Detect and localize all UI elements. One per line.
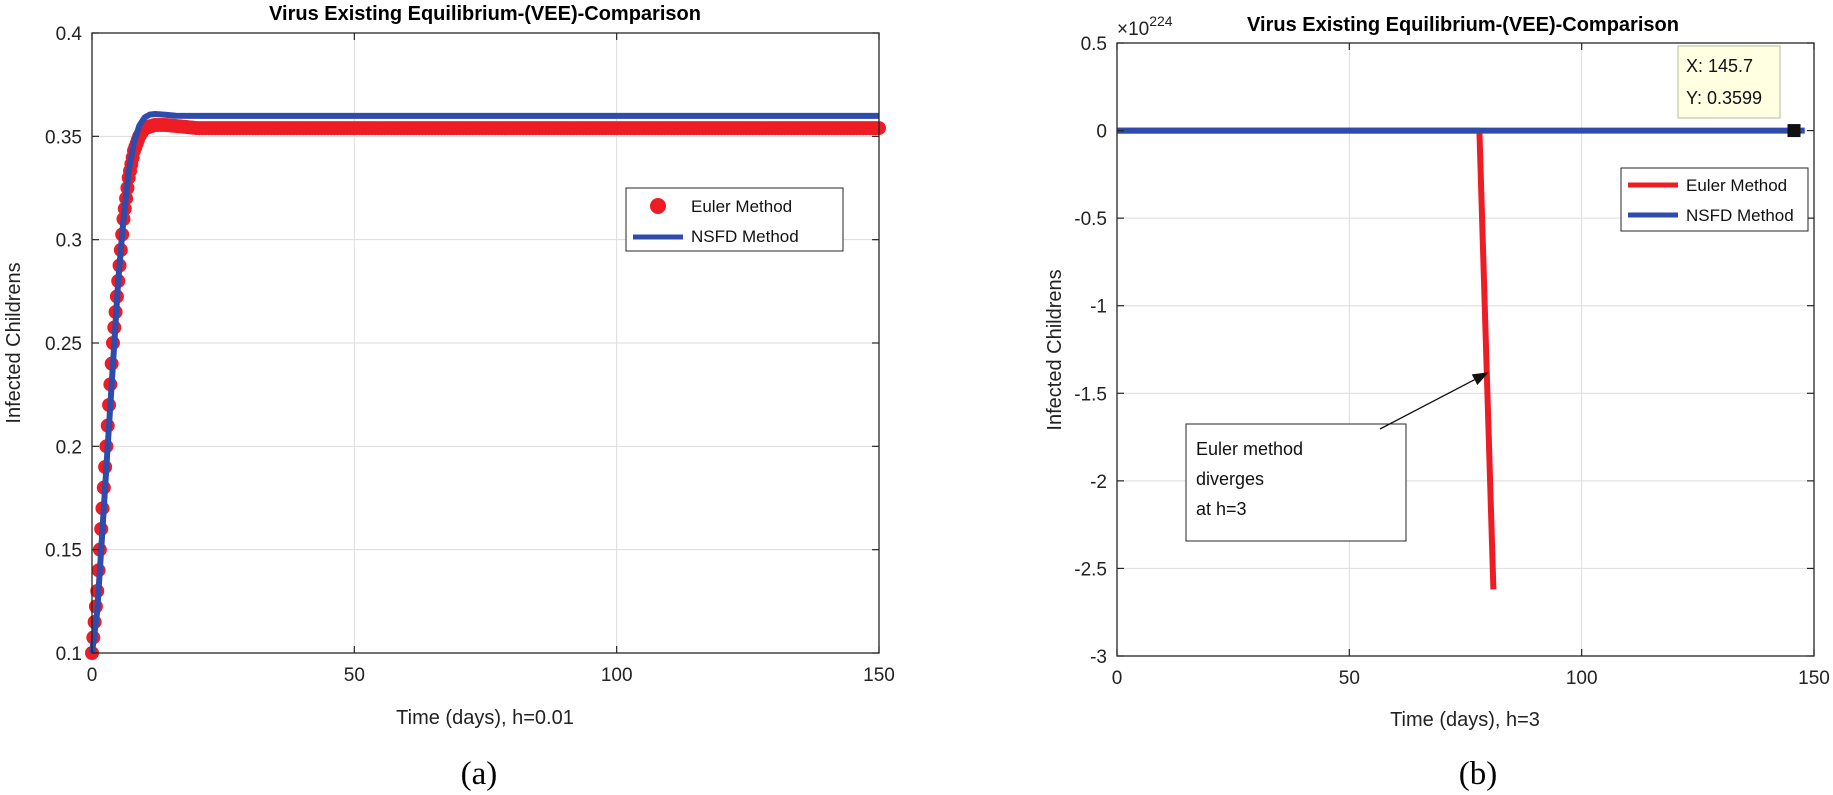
legend-euler-label-b: Euler Method <box>1686 176 1787 195</box>
nsfd-line <box>89 111 879 654</box>
y-tick-label-b: 0.5 <box>1081 34 1107 55</box>
caption-a: (a) <box>461 756 498 792</box>
chart-title-b: Virus Existing Equilibrium-(VEE)-Compari… <box>1247 14 1679 36</box>
x-tick-label-a: 150 <box>863 665 895 686</box>
annotation-line-3: at h=3 <box>1196 499 1247 519</box>
x-tick-label-a: 0 <box>87 665 98 686</box>
x-tick-label-a: 100 <box>601 665 633 686</box>
x-axis-label-a: Time (days), h=0.01 <box>396 707 574 729</box>
annotation-b: Euler method diverges at h=3 <box>1185 372 1489 542</box>
axes-box-b <box>1116 42 1815 657</box>
x-tick-label-b: 100 <box>1566 668 1598 689</box>
x-axis-label-b: Time (days), h=3 <box>1390 709 1540 731</box>
legend-b: Euler Method NSFD Method <box>1620 167 1809 232</box>
x-tick-label-a: 50 <box>344 665 365 686</box>
y-axis-label-a: Infected Childrens <box>3 262 25 423</box>
annotation-arrowhead <box>1471 372 1489 385</box>
y-tick-label-a: 0.1 <box>56 644 82 665</box>
y-tick-label-a: 0.4 <box>56 24 83 45</box>
legend-euler-marker-a <box>650 198 666 214</box>
panel-a: 0 50 100 150 0.1 0.15 0.2 0.25 0.3 0.35 0.4 Virus … <box>3 3 895 792</box>
y-tick-label-a: 0.2 <box>56 437 82 458</box>
y-axis-label-b: Infected Childrens <box>1044 269 1066 430</box>
legend-euler-dot <box>650 198 666 214</box>
y-tick-label-b: -1 <box>1090 297 1107 318</box>
legend-nsfd-label-a: NSFD Method <box>691 227 799 246</box>
chart-title-a: Virus Existing Equilibrium-(VEE)-Compari… <box>269 3 701 25</box>
datatip: X: 145.7 Y: 0.3599 <box>1677 45 1801 138</box>
legend-box-b <box>1620 167 1809 232</box>
x-tick-label-b: 150 <box>1798 668 1830 689</box>
ticks-b: 0 50 100 150 -3 -2.5 -2 -1.5 -1 -0.5 0 0.5 <box>1074 34 1830 689</box>
y-tick-label-b: -3 <box>1090 647 1107 668</box>
y-tick-label-b: -2.5 <box>1074 559 1107 580</box>
datatip-box <box>1677 45 1781 119</box>
datatip-marker[interactable] <box>1787 124 1801 138</box>
caption-b: (b) <box>1459 756 1497 792</box>
legend-a: Euler Method NSFD Method <box>625 187 844 252</box>
datatip-x: X: 145.7 <box>1686 56 1753 76</box>
exponent-label-b: ×10224 <box>1117 13 1173 40</box>
legend-nsfd-label-b: NSFD Method <box>1686 206 1794 225</box>
plot-area-b <box>1117 43 1814 656</box>
y-tick-label-b: 0 <box>1096 122 1107 143</box>
x-tick-label-b: 50 <box>1339 668 1360 689</box>
annotation-line-1: Euler method <box>1196 439 1303 459</box>
x-tick-label-b: 0 <box>1112 668 1123 689</box>
legend-euler-label-a: Euler Method <box>691 197 792 216</box>
y-tick-label-b: -1.5 <box>1074 384 1107 405</box>
annotation-arrow <box>1379 379 1475 430</box>
datatip-y: Y: 0.3599 <box>1686 88 1762 108</box>
panel-b: 0 50 100 150 -3 -2.5 -2 -1.5 -1 -0.5 0 0.5 ×10224 V… <box>1044 13 1830 792</box>
y-tick-label-b: -0.5 <box>1074 209 1107 230</box>
annotation-line-2: diverges <box>1196 469 1264 489</box>
exponent-power: 224 <box>1149 13 1173 29</box>
series-a <box>85 111 886 660</box>
y-tick-label-a: 0.25 <box>45 334 82 355</box>
exponent-base: ×10 <box>1117 19 1149 40</box>
y-tick-label-b: -2 <box>1090 472 1107 493</box>
annotation-box <box>1185 423 1407 542</box>
y-tick-label-a: 0.3 <box>56 231 82 252</box>
y-tick-label-a: 0.35 <box>45 127 82 148</box>
legend-box-a <box>625 187 844 252</box>
ticks-a: 0 50 100 150 0.1 0.15 0.2 0.25 0.3 0.35 0.4 <box>45 24 895 686</box>
y-tick-label-a: 0.15 <box>45 541 82 562</box>
